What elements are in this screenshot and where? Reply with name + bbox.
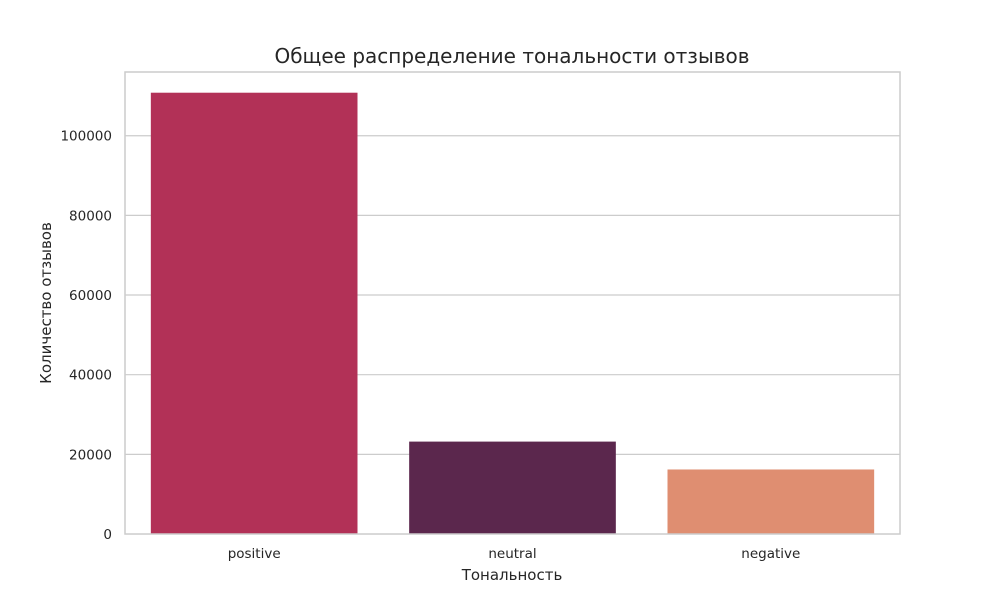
x-axis-label: Тональность xyxy=(461,566,563,584)
y-tick-label: 40000 xyxy=(69,368,112,384)
y-tick-label: 0 xyxy=(103,527,112,543)
bar-positive xyxy=(150,92,358,535)
y-tick-label: 80000 xyxy=(69,208,112,224)
x-tick-label-positive: positive xyxy=(228,546,281,562)
y-tick-label: 60000 xyxy=(69,288,112,304)
y-tick-label: 100000 xyxy=(60,129,112,145)
x-tick-label-negative: negative xyxy=(741,546,800,562)
x-tick-label-neutral: neutral xyxy=(488,546,536,562)
bar-negative xyxy=(667,469,875,534)
y-axis-label: Количество отзывов xyxy=(37,222,55,384)
bars xyxy=(150,92,875,535)
bar-neutral xyxy=(409,441,616,534)
y-tick-label: 20000 xyxy=(69,447,112,463)
x-tick-labels: positive neutral negative xyxy=(228,546,801,562)
plot-frame xyxy=(124,71,901,535)
chart-title: Общее распределение тональности отзывов xyxy=(274,44,749,68)
y-tick-labels: 0 20000 40000 60000 80000 100000 xyxy=(60,129,112,543)
